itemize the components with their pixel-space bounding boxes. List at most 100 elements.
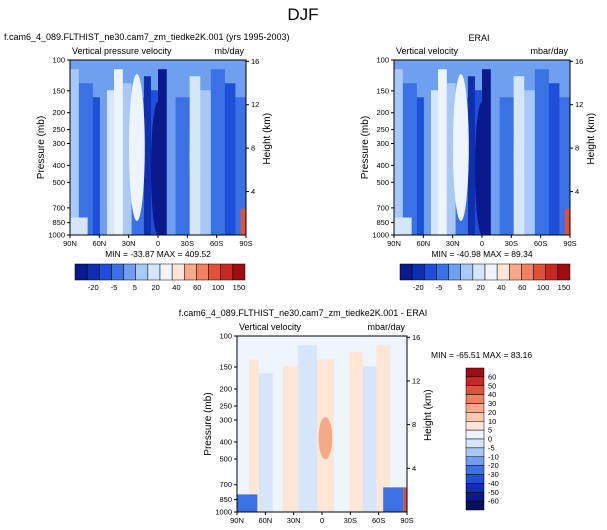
figure-title: DJF: [287, 5, 318, 24]
field-label: Vertical velocity: [239, 322, 302, 332]
colorbar-label: 60: [488, 372, 496, 381]
descent-core-south: [513, 95, 525, 218]
contour-band-upper: [490, 60, 501, 84]
contour-band-upper: [524, 60, 536, 91]
colorbar-swatch: [74, 263, 88, 281]
panel-title: f.cam6_4_089.FLTHIST_ne30.cam7_zm_tiedke…: [179, 308, 427, 318]
contour-band: [99, 75, 108, 235]
y-right-tick-label: 8: [412, 420, 416, 429]
surface-maximum: [564, 208, 570, 235]
colorbar-label: 40: [488, 390, 496, 399]
y-right-axis-title: Height (km): [262, 113, 273, 165]
colorbar-label: 60: [193, 283, 201, 292]
contour-band-upper: [416, 60, 425, 98]
y-right-axis-title: Height (km): [423, 389, 434, 441]
contour-band-upper: [224, 60, 236, 84]
colorbar-swatch: [465, 367, 485, 378]
contour-band-upper: [446, 60, 457, 84]
surface-band: [394, 217, 412, 235]
x-tick-label: 60N: [416, 239, 430, 248]
contour-band-upper: [106, 60, 115, 91]
y-tick-label: 250: [376, 125, 389, 134]
colorbar-label: -50: [488, 488, 499, 497]
contour-band: [534, 68, 550, 235]
contour-band-upper: [559, 60, 570, 98]
contour-band: [78, 82, 94, 235]
contour-band: [362, 365, 377, 512]
panel-title: ERAI: [468, 33, 489, 43]
y-right-tick-label: 8: [251, 144, 255, 153]
difference-positive-south: [403, 487, 407, 512]
contour-band: [402, 82, 418, 235]
colorbar-swatch: [220, 263, 234, 281]
y-tick-label: 200: [219, 384, 232, 393]
colorbar-swatch: [460, 263, 474, 281]
colorbar-swatch: [135, 263, 149, 281]
y-tick-label: 1000: [215, 508, 232, 517]
contour-band-upper: [210, 60, 226, 70]
y-tick-label: 400: [52, 161, 65, 170]
colorbar-swatch: [472, 263, 486, 281]
colorbar-swatch: [465, 438, 485, 449]
contour-band-upper: [548, 60, 560, 84]
colorbar-label: 5: [133, 283, 137, 292]
contour-band-upper: [235, 60, 246, 98]
contour-band-upper: [248, 336, 260, 360]
difference-negative-north: [237, 494, 258, 512]
colorbar-swatch: [111, 263, 124, 281]
x-tick-label: 30N: [446, 239, 460, 248]
contour-band: [272, 351, 284, 512]
contour-band: [349, 351, 364, 512]
contour-band: [559, 96, 570, 235]
colorbar-swatch: [465, 465, 485, 475]
contour-band-upper: [482, 60, 492, 70]
y-tick-label: 100: [52, 56, 65, 65]
contour-band-upper: [70, 60, 80, 70]
y-tick-label: 500: [52, 178, 65, 187]
y-right-axis-title: Height (km): [586, 113, 597, 165]
ascent-core: [150, 102, 166, 235]
colorbar-label: 20: [476, 283, 484, 292]
y-right-tick-label: 16: [251, 57, 259, 66]
panel-title: f.cam6_4_089.FLTHIST_ne30.cam7_zm_tiedke…: [4, 32, 290, 42]
y-right-tick-label: 8: [575, 144, 579, 153]
y-tick-label: 1000: [372, 231, 389, 240]
colorbar-swatch: [184, 263, 197, 281]
contour-band: [416, 96, 425, 235]
colorbar-label: 20: [488, 408, 496, 417]
colorbar-label: -20: [413, 283, 424, 292]
y-right-tick-label: 16: [412, 333, 420, 342]
surface-band: [70, 217, 88, 235]
contour-band-upper: [150, 60, 159, 91]
contour-band: [394, 68, 404, 235]
units-label: mb/day: [214, 46, 244, 56]
colorbar-swatch: [521, 263, 534, 281]
contour-band-upper: [114, 60, 124, 70]
colorbar-swatch: [465, 385, 485, 395]
x-tick-label: 60N: [258, 516, 272, 525]
contour-band: [237, 344, 250, 512]
contour-band: [390, 358, 407, 512]
contour-band: [430, 89, 439, 235]
contour-field: [70, 60, 246, 235]
colorbar-swatch: [465, 456, 485, 466]
contour-band-upper: [92, 60, 101, 98]
surface-maximum: [240, 208, 246, 235]
contour-band: [92, 96, 101, 235]
contour-band: [248, 358, 260, 512]
colorbar-swatch: [147, 263, 161, 281]
y-tick-label: 200: [52, 108, 65, 117]
colorbar-label: -20: [88, 283, 99, 292]
colorbar-swatch: [232, 263, 246, 281]
y-right-tick-label: 4: [575, 187, 579, 196]
contour-band-upper: [402, 60, 418, 84]
y-tick-label: 150: [219, 362, 232, 371]
stats-label: MIN = -65.51 MAX = 83.16: [431, 350, 532, 360]
colorbar-swatch: [465, 403, 485, 413]
contour-band-upper: [143, 60, 152, 77]
contour-band: [259, 372, 274, 512]
contour-band: [423, 75, 432, 235]
colorbar-label: 5: [458, 283, 462, 292]
contour-band-upper: [534, 60, 550, 70]
